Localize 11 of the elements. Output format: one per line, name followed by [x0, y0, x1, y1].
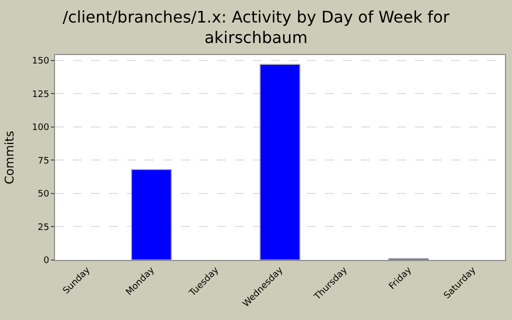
chart-title: /client/branches/1.x: Activity by Day of Week for akirschbaum — [62, 7, 450, 48]
y-tick-label: 50 — [38, 190, 50, 200]
bar — [260, 64, 300, 260]
y-axis-title: Commits — [2, 130, 16, 184]
y-tick-label: 100 — [32, 123, 50, 134]
y-tick-label: 150 — [32, 56, 50, 66]
y-tick-label: 125 — [32, 90, 50, 100]
y-tick-label: 25 — [38, 222, 50, 233]
y-tick-label: 0 — [43, 256, 50, 266]
bar — [131, 168, 172, 260]
y-tick-label: 75 — [38, 156, 50, 166]
